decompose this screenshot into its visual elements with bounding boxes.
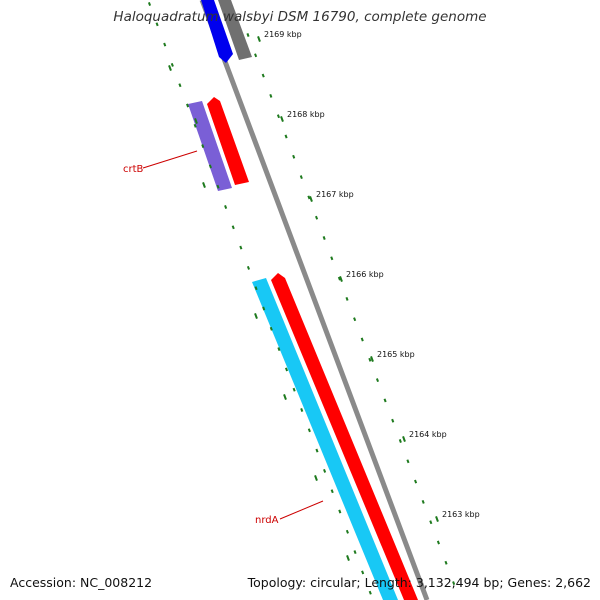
gene-feature-red-upper[interactable] (207, 97, 249, 185)
outer-track-dot (292, 154, 296, 159)
outer-track-dot (360, 337, 364, 342)
inner-track-dot (284, 367, 289, 372)
gene-label-nrdA: nrdA (255, 515, 279, 526)
inner-track-dot (186, 103, 190, 108)
inner-track-dot (231, 225, 235, 230)
inner-track-dot (178, 83, 182, 88)
major-tick (280, 116, 284, 122)
inner-track-dot (246, 265, 250, 270)
outer-track-dot (269, 93, 273, 98)
outer-track-dot (398, 439, 402, 443)
outer-track-dot (452, 581, 456, 586)
tick-label: 2164 kbp (409, 430, 447, 439)
gene-feature-blue[interactable] (201, 0, 233, 63)
outer-track-dot (383, 398, 387, 403)
inner-track-dot (193, 123, 197, 128)
major-tick (309, 196, 313, 202)
inner-track-dot (338, 509, 342, 514)
gene-feature-red-lower[interactable] (271, 273, 418, 600)
outer-track-dot (276, 114, 280, 119)
inner-track-dot (239, 245, 243, 250)
minor-tick (254, 313, 258, 319)
inner-track-dot (345, 529, 349, 534)
tick-label: 2168 kbp (287, 110, 325, 119)
outer-track-dot (436, 540, 440, 545)
crtB-leader-line (142, 150, 198, 169)
inner-track-dot (323, 468, 327, 473)
gene-feature-crtB[interactable] (188, 101, 232, 191)
outer-track-dot (330, 256, 334, 261)
inner-track-dot (147, 2, 152, 6)
inner-track-dot (163, 42, 167, 47)
major-tick (435, 516, 439, 522)
outer-track-dot (254, 53, 258, 58)
outer-track-dot (406, 459, 410, 464)
outer-track-dot (337, 276, 341, 281)
minor-tick (283, 394, 287, 400)
inner-track-dot (216, 184, 220, 189)
tick-label: 2163 kbp (442, 510, 480, 519)
inner-track-dot (353, 550, 357, 555)
outer-track-dot (429, 520, 433, 525)
accession-text: Accession: NC_008212 (10, 575, 153, 590)
inner-track-dot (277, 347, 281, 352)
major-tick (370, 356, 374, 362)
minor-tick (194, 118, 198, 124)
inner-track-dot (201, 144, 205, 149)
inner-track-dot (361, 570, 365, 575)
outer-track-dot (261, 73, 265, 78)
tick-label: 2169 kbp (264, 30, 302, 39)
outer-track-dot (444, 560, 448, 565)
inner-track-dot (315, 448, 319, 453)
outer-track-dot (315, 215, 319, 220)
outer-track-dot (353, 317, 357, 322)
gene-feature-nrdA[interactable] (252, 278, 398, 600)
tick-label: 2165 kbp (377, 350, 415, 359)
tick-label: 2167 kbp (316, 190, 354, 199)
inner-track-dot (269, 326, 273, 331)
minor-tick (346, 555, 350, 561)
major-tick (402, 436, 406, 442)
outer-track-dot (299, 175, 303, 180)
inner-track-dot (224, 205, 228, 209)
inner-track-dot (330, 489, 334, 494)
outer-track-dot (421, 499, 425, 504)
inner-track-dot (208, 164, 212, 169)
tick-label: 2166 kbp (346, 270, 384, 279)
genome-stats-text: Topology: circular; Length: 3,132,494 bp… (247, 575, 591, 590)
outer-track-dot (246, 33, 250, 37)
inner-track-dot (300, 408, 304, 412)
gene-label-crtB: crtB (123, 164, 144, 175)
major-tick (339, 276, 343, 282)
minor-tick (202, 182, 206, 188)
inner-track-dot (155, 22, 159, 27)
inner-track-dot (307, 428, 311, 433)
inner-track-dot (262, 306, 266, 311)
nrdA-leader-line (279, 500, 324, 520)
outer-track-dot (391, 418, 395, 423)
inner-track-dot (170, 62, 174, 67)
minor-tick (314, 475, 318, 481)
outer-track-dot (414, 479, 418, 484)
outer-track-dot (345, 296, 349, 301)
outer-track-dot (368, 357, 372, 362)
inner-track-dot (368, 590, 372, 595)
outer-track-dot (375, 378, 380, 383)
genome-backbone (199, 0, 430, 600)
gene-feature-gray[interactable] (218, 0, 252, 60)
outer-track-dot (307, 195, 311, 200)
inner-track-dot (254, 286, 258, 291)
map-title: Haloquadratum walsbyi DSM 16790, complet… (113, 9, 487, 25)
major-tick (257, 36, 261, 42)
minor-tick (168, 65, 172, 71)
outer-track-dot (322, 236, 326, 240)
outer-track-dot (284, 134, 288, 139)
inner-track-dot (292, 387, 296, 392)
